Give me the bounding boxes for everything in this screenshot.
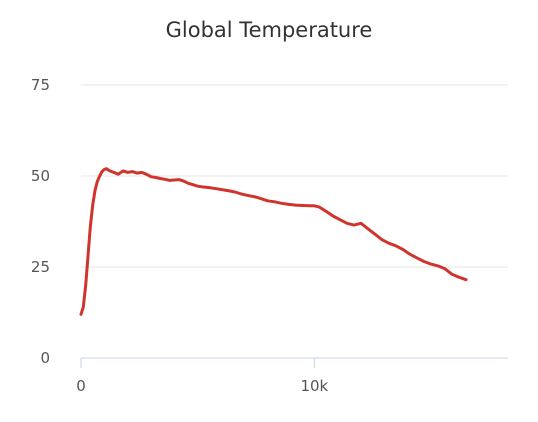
gridlines	[81, 84, 508, 268]
y-tick-label: 0	[40, 349, 50, 367]
chart-title: Global Temperature	[166, 18, 373, 42]
series-line	[79, 167, 468, 316]
x-axis-labels: 0 10k	[76, 377, 328, 395]
y-tick-label: 50	[31, 167, 50, 185]
x-tick-label: 10k	[300, 377, 328, 395]
x-tick-label: 0	[76, 377, 86, 395]
x-axis	[80, 357, 508, 368]
series-layer	[79, 167, 468, 316]
y-tick-label: 75	[31, 76, 50, 94]
y-tick-label: 25	[31, 258, 50, 276]
y-axis-labels: 0 25 50 75	[31, 76, 50, 367]
